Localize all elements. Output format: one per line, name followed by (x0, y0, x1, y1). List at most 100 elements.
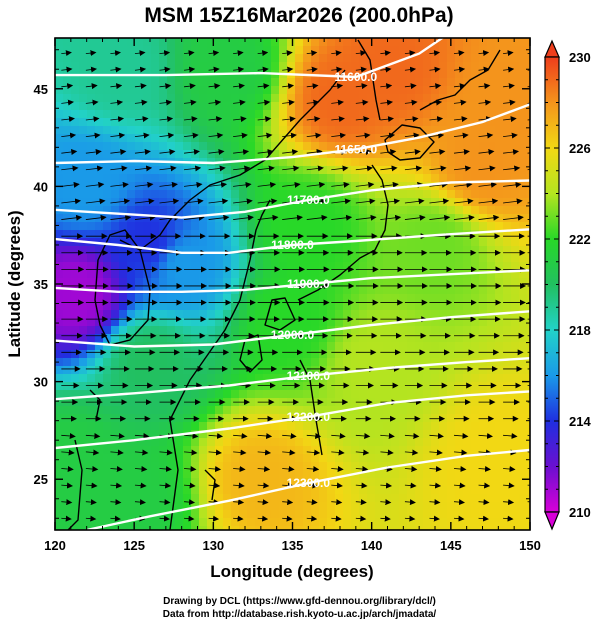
heat-cell (215, 238, 224, 247)
wind-vector (257, 449, 272, 456)
heat-cell (263, 270, 272, 279)
heat-cell (383, 390, 392, 399)
heat-cell (207, 222, 216, 231)
heat-cell (503, 518, 512, 527)
heat-cell (383, 294, 392, 303)
heat-cell (311, 526, 320, 530)
heat-cell (119, 86, 128, 95)
heat-cell (191, 526, 200, 530)
heat-cell (239, 38, 248, 47)
heat-cell (159, 142, 168, 151)
heat-cell (239, 414, 248, 423)
heat-cell (79, 382, 88, 391)
heat-cell (271, 518, 280, 527)
heat-cell (279, 206, 288, 215)
heat-cell (327, 134, 336, 143)
heat-cell (423, 358, 432, 367)
heat-cell (415, 102, 424, 111)
heat-cell (263, 470, 272, 479)
heat-cell (367, 454, 376, 463)
heat-cell (311, 262, 320, 271)
heat-cell (287, 454, 296, 463)
heat-cell (303, 286, 312, 295)
heat-cell (327, 502, 336, 511)
heat-cell (295, 478, 304, 487)
heat-cell (103, 102, 112, 111)
wind-vector (233, 466, 246, 473)
heat-cell (423, 78, 432, 87)
heat-cell (343, 334, 352, 343)
heat-cell (367, 310, 376, 319)
heat-cell (463, 422, 472, 431)
heat-cell (479, 430, 488, 439)
heat-cell (479, 230, 488, 239)
heat-cell (167, 454, 176, 463)
heat-cell (335, 374, 344, 383)
heat-cell (71, 430, 80, 439)
heat-cell (511, 390, 520, 399)
heat-cell (231, 46, 240, 55)
wind-vector (233, 515, 244, 522)
heat-cell (143, 110, 152, 119)
heat-cell (431, 158, 440, 167)
heat-cell (343, 70, 352, 79)
heat-cell (471, 486, 480, 495)
heat-cell (455, 126, 464, 135)
wind-vector (257, 198, 278, 205)
heat-cell (191, 86, 200, 95)
heat-cell (439, 262, 448, 271)
heat-cell (223, 198, 232, 207)
heat-cell (471, 70, 480, 79)
heat-cell (407, 214, 416, 223)
heat-cell (279, 350, 288, 359)
heat-cell (415, 238, 424, 247)
heat-cell (87, 374, 96, 383)
heat-cell (327, 318, 336, 327)
heat-cell (431, 166, 440, 175)
heat-cell (119, 358, 128, 367)
heat-cell (255, 438, 264, 447)
heat-cell (223, 430, 232, 439)
wind-vector (380, 449, 394, 456)
heat-cell (295, 126, 304, 135)
heat-cell (167, 110, 176, 119)
colorbar-tick-label: 214 (569, 414, 591, 429)
heat-cell (503, 262, 512, 271)
heat-cell (479, 54, 488, 63)
heat-cell (503, 206, 512, 215)
heat-cell (79, 126, 88, 135)
heat-cell (143, 446, 152, 455)
heat-cell (447, 510, 456, 519)
heat-cell (423, 230, 432, 239)
heat-cell (423, 46, 432, 55)
heat-cell (383, 78, 392, 87)
heat-cell (143, 246, 152, 255)
heat-cell (231, 510, 240, 519)
heat-cell (391, 118, 400, 127)
wind-vector (85, 449, 100, 456)
heat-cell (431, 190, 440, 199)
heat-cell (95, 350, 104, 359)
heat-cell (463, 222, 472, 231)
heat-cell (71, 422, 80, 431)
heat-cell (399, 78, 408, 87)
heat-cell (95, 270, 104, 279)
wind-vector (184, 482, 196, 489)
heat-cell (439, 206, 448, 215)
heat-cell (479, 486, 488, 495)
heat-cell (295, 174, 304, 183)
heat-cell (351, 382, 360, 391)
heat-cell (231, 278, 240, 287)
heat-cell (135, 54, 144, 63)
heat-cell (143, 78, 152, 87)
heat-cell (431, 326, 440, 335)
heat-cell (319, 342, 328, 351)
heat-cell (423, 366, 432, 375)
wind-vector (110, 83, 123, 90)
heat-cell (343, 502, 352, 511)
heat-cell (415, 70, 424, 79)
heat-cell (439, 478, 448, 487)
heat-cell (319, 518, 328, 527)
wind-vector (331, 198, 351, 205)
heat-cell (111, 78, 120, 87)
